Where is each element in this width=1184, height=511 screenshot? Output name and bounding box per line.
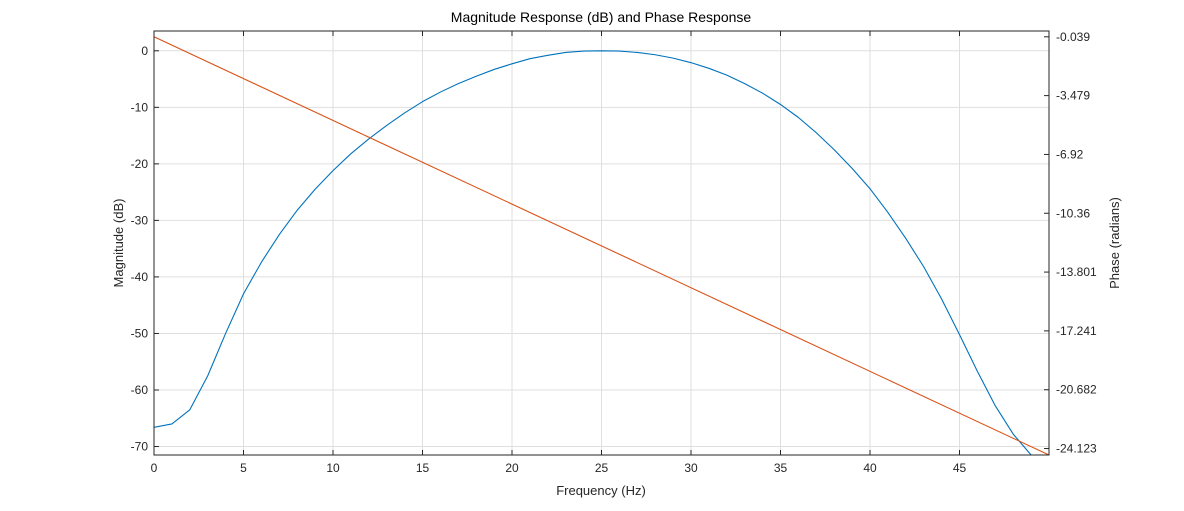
y-tick-label: -50 bbox=[131, 326, 149, 340]
phase-response-line bbox=[154, 36, 1049, 455]
x-tick-label: 35 bbox=[774, 461, 788, 475]
y-right-tick-label: -10.36 bbox=[1056, 206, 1090, 220]
x-tick-label: 5 bbox=[240, 461, 247, 475]
y-right-tick-label: -0.039 bbox=[1056, 30, 1090, 44]
ticks: 0 5 10 15 20 25 30 35 40 45 0 -10 -20 -30 -40 -50 -60 -70… bbox=[131, 30, 1097, 475]
y-tick-label: 0 bbox=[141, 44, 148, 58]
y-right-tick-label: -6.92 bbox=[1056, 147, 1084, 161]
y-tick-label: -20 bbox=[131, 157, 149, 171]
magnitude-response-line bbox=[154, 50, 1032, 455]
y-tick-label: -40 bbox=[131, 270, 149, 284]
y-right-tick-label: -17.241 bbox=[1056, 324, 1097, 338]
y-right-tick-label: -20.682 bbox=[1056, 383, 1097, 397]
y-right-tick-label: -13.801 bbox=[1056, 265, 1097, 279]
y-tick-label: -70 bbox=[131, 440, 149, 454]
y-tick-label: -30 bbox=[131, 213, 149, 227]
y-right-tick-label: -24.123 bbox=[1056, 442, 1097, 456]
x-axis-label: Frequency (Hz) bbox=[556, 483, 646, 498]
x-tick-label: 10 bbox=[326, 461, 340, 475]
y-tick-label: -60 bbox=[131, 383, 149, 397]
y-tick-label: -10 bbox=[131, 100, 149, 114]
x-tick-label: 40 bbox=[863, 461, 877, 475]
x-tick-label: 20 bbox=[505, 461, 519, 475]
x-tick-label: 0 bbox=[151, 461, 158, 475]
grid bbox=[154, 31, 1049, 455]
chart-title: Magnitude Response (dB) and Phase Respon… bbox=[451, 9, 752, 25]
x-tick-label: 15 bbox=[416, 461, 430, 475]
x-tick-label: 45 bbox=[953, 461, 967, 475]
x-tick-label: 30 bbox=[684, 461, 698, 475]
series-layer bbox=[154, 36, 1049, 455]
y-right-tick-label: -3.479 bbox=[1056, 89, 1090, 103]
y-right-axis-label: Phase (radians) bbox=[1107, 197, 1122, 289]
x-tick-label: 25 bbox=[595, 461, 609, 475]
y-axis-label: Magnitude (dB) bbox=[111, 199, 126, 288]
